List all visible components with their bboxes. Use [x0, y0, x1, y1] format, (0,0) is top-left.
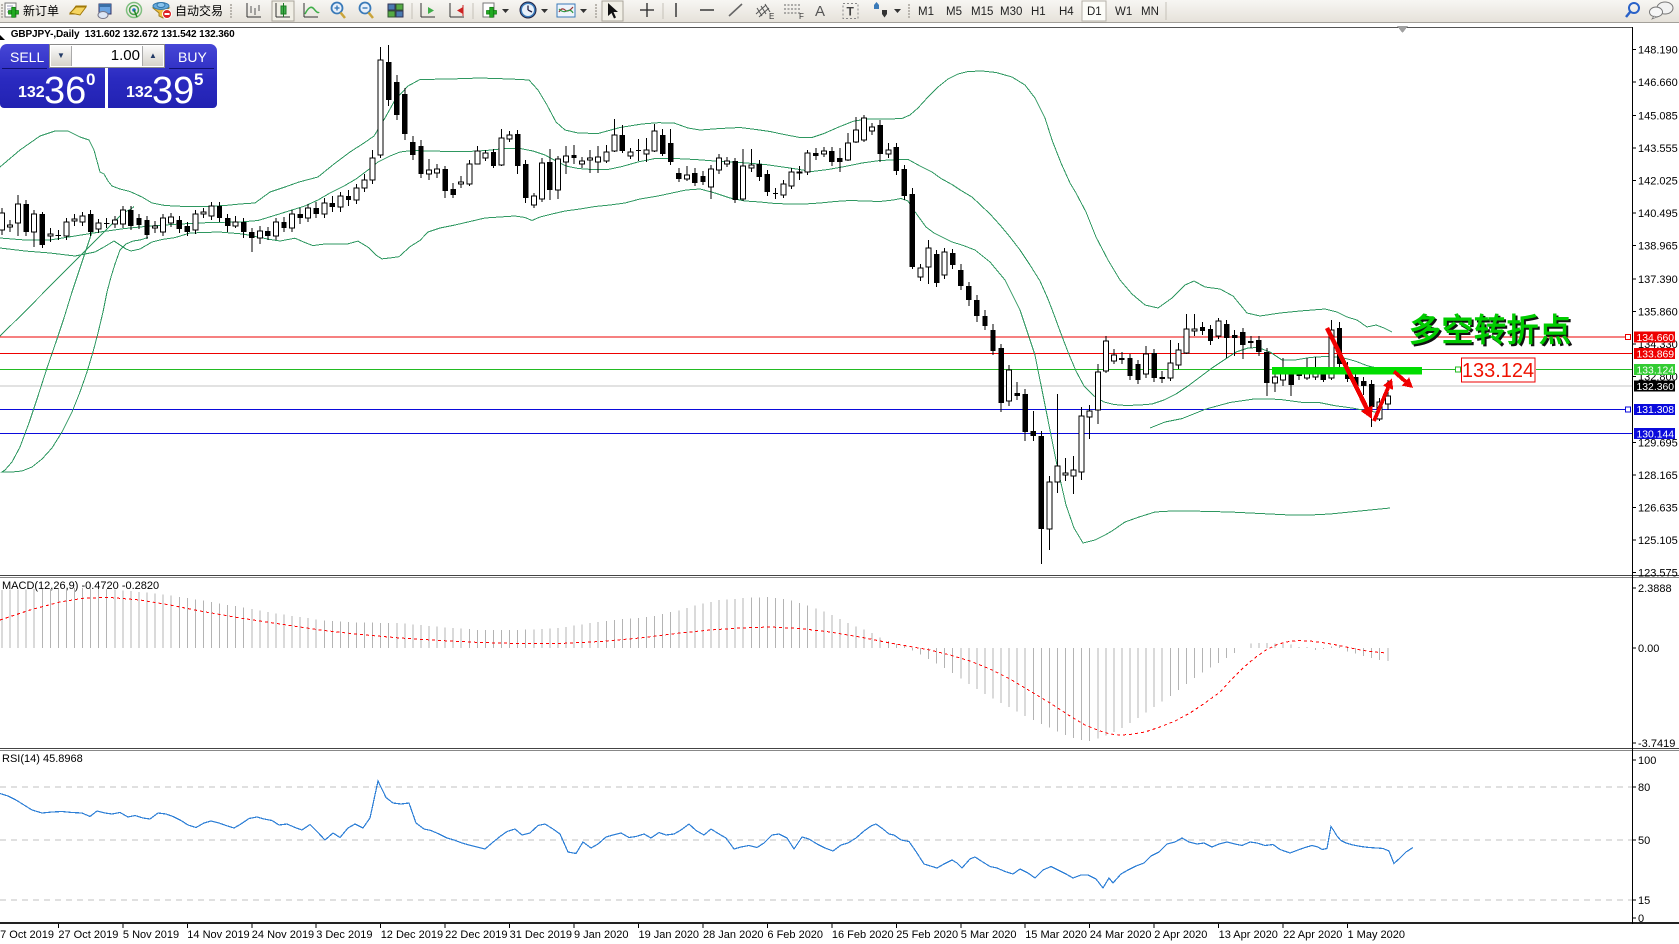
svg-text:15: 15 [1638, 895, 1650, 907]
svg-text:T: T [847, 5, 855, 19]
svg-text:2 Apr 2020: 2 Apr 2020 [1154, 929, 1207, 941]
svg-text:12 Dec 2019: 12 Dec 2019 [381, 929, 443, 941]
svg-text:129.695: 129.695 [1638, 438, 1678, 450]
svg-text:H1: H1 [1031, 6, 1046, 18]
svg-text:28 Jan 2020: 28 Jan 2020 [703, 929, 764, 941]
svg-text:M30: M30 [1000, 6, 1022, 18]
svg-text:134.660: 134.660 [1637, 333, 1675, 344]
svg-text:17 Oct 2019: 17 Oct 2019 [0, 929, 54, 941]
svg-text:143.555: 143.555 [1638, 143, 1678, 155]
svg-text:M1: M1 [918, 6, 934, 18]
svg-text:145.085: 145.085 [1638, 111, 1678, 123]
svg-text:H4: H4 [1059, 6, 1074, 18]
svg-text:140.495: 140.495 [1638, 208, 1678, 220]
svg-text:100: 100 [1638, 755, 1656, 767]
svg-text:自动交易: 自动交易 [175, 3, 223, 18]
svg-text:22 Apr 2020: 22 Apr 2020 [1283, 929, 1342, 941]
svg-text:138.965: 138.965 [1638, 241, 1678, 253]
svg-text:M5: M5 [946, 6, 962, 18]
svg-text:27 Oct 2019: 27 Oct 2019 [58, 929, 118, 941]
svg-text:80: 80 [1638, 782, 1650, 794]
svg-text:135.860: 135.860 [1638, 307, 1678, 319]
svg-text:5 Mar 2020: 5 Mar 2020 [961, 929, 1017, 941]
svg-text:142.025: 142.025 [1638, 176, 1678, 188]
svg-text:24 Nov 2019: 24 Nov 2019 [252, 929, 314, 941]
svg-text:128.165: 128.165 [1638, 470, 1678, 482]
svg-text:F: F [799, 12, 804, 21]
svg-text:W1: W1 [1115, 6, 1132, 18]
svg-text:133.869: 133.869 [1637, 349, 1675, 360]
svg-text:13 Apr 2020: 13 Apr 2020 [1219, 929, 1278, 941]
svg-text:14 Nov 2019: 14 Nov 2019 [187, 929, 249, 941]
svg-text:9 Jan 2020: 9 Jan 2020 [574, 929, 628, 941]
svg-text:126.635: 126.635 [1638, 503, 1678, 515]
svg-text:24 Mar 2020: 24 Mar 2020 [1090, 929, 1152, 941]
svg-text:多空转折点: 多空转折点 [1409, 312, 1572, 348]
svg-text:50: 50 [1638, 835, 1650, 847]
svg-text:25 Feb 2020: 25 Feb 2020 [896, 929, 958, 941]
svg-text:D1: D1 [1087, 6, 1102, 18]
svg-text:132.360: 132.360 [1637, 382, 1675, 393]
svg-text:31 Dec 2019: 31 Dec 2019 [510, 929, 572, 941]
svg-text:148.190: 148.190 [1638, 45, 1678, 57]
svg-text:1 May 2020: 1 May 2020 [1348, 929, 1405, 941]
svg-text:3 Dec 2019: 3 Dec 2019 [316, 929, 372, 941]
svg-text:133.124: 133.124 [1637, 365, 1675, 376]
svg-text:0.00: 0.00 [1638, 643, 1659, 655]
svg-text:M15: M15 [971, 6, 993, 18]
svg-text:多空转折点: 多空转折点 [1411, 314, 1574, 350]
svg-text:131.308: 131.308 [1637, 405, 1675, 416]
svg-text:125.105: 125.105 [1638, 535, 1678, 547]
svg-text:MN: MN [1141, 6, 1159, 18]
svg-text:19 Jan 2020: 19 Jan 2020 [639, 929, 700, 941]
svg-text:16 Feb 2020: 16 Feb 2020 [832, 929, 894, 941]
svg-text:0: 0 [1638, 913, 1644, 925]
svg-text:6 Feb 2020: 6 Feb 2020 [767, 929, 823, 941]
svg-text:E: E [769, 12, 774, 21]
svg-text:137.390: 137.390 [1638, 274, 1678, 286]
svg-text:新订单: 新订单 [23, 3, 59, 18]
svg-text:146.660: 146.660 [1638, 77, 1678, 89]
svg-text:15 Mar 2020: 15 Mar 2020 [1025, 929, 1087, 941]
svg-text:130.144: 130.144 [1637, 429, 1675, 440]
svg-text:A: A [815, 3, 825, 20]
svg-text:RSI(14) 45.8968: RSI(14) 45.8968 [2, 753, 83, 765]
svg-text:MACD(12,26,9) -0.4720 -0.2820: MACD(12,26,9) -0.4720 -0.2820 [2, 580, 159, 592]
svg-text:22 Dec 2019: 22 Dec 2019 [445, 929, 507, 941]
svg-text:-3.7419: -3.7419 [1638, 738, 1675, 750]
svg-text:123.575: 123.575 [1638, 568, 1678, 580]
svg-text:2.3888: 2.3888 [1638, 583, 1672, 595]
svg-text:133.124: 133.124 [1462, 360, 1534, 382]
svg-text:5 Nov 2019: 5 Nov 2019 [123, 929, 179, 941]
